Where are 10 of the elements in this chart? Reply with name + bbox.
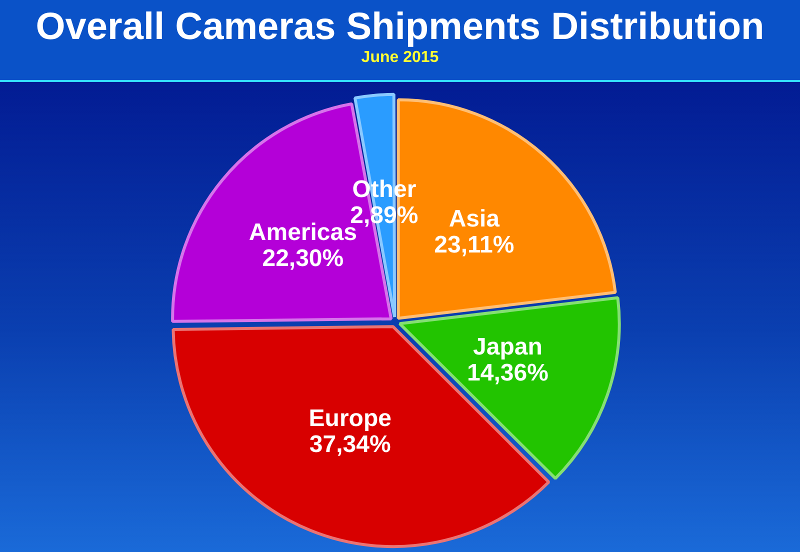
- data-label: 22,30%: [262, 244, 344, 272]
- chart-subtitle: June 2015: [360, 48, 440, 68]
- data-label: 37,34%: [309, 431, 391, 458]
- slice-label: Asia: [448, 205, 500, 232]
- slice-label: Other: [352, 176, 416, 203]
- slice-label: Japan: [473, 334, 542, 361]
- data-label: 14,36%: [467, 360, 548, 387]
- data-label: 23,11%: [434, 231, 514, 258]
- slice-label: Europe: [308, 405, 392, 432]
- chart-title: Overall Cameras Shipments Distribution: [34, 5, 766, 48]
